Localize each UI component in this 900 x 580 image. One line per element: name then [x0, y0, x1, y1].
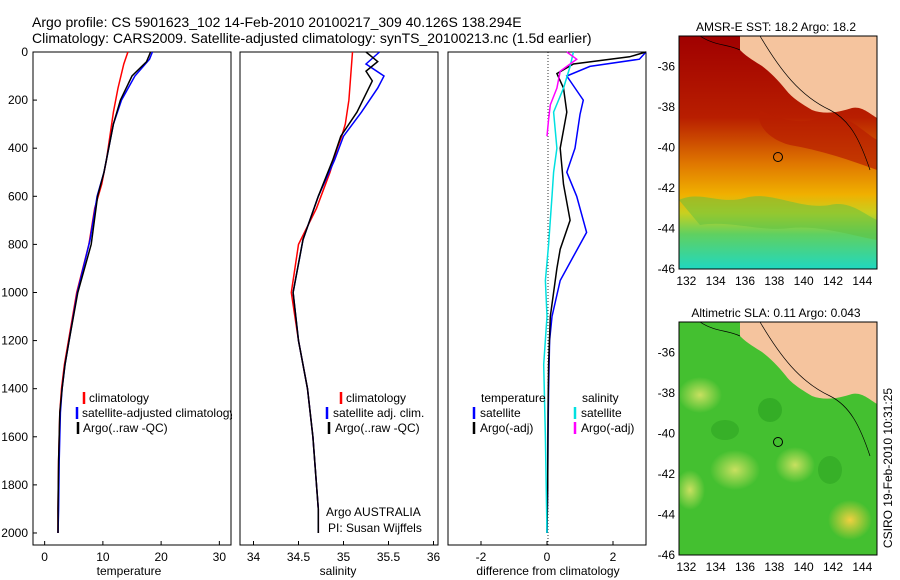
- map-y-tick-label-0-1: -38: [658, 100, 676, 114]
- map-y-tick-label-0-2: -40: [658, 140, 676, 154]
- diff-legend-sal-satellite: satellite: [581, 406, 622, 420]
- sst-map-title: AMSR-E SST: 18.2 Argo: 18.2: [696, 20, 856, 34]
- series-line-0-2: [57, 51, 152, 533]
- footer-timestamp: CSIRO 19-Feb-2010 10:31:25: [881, 388, 895, 548]
- map-x-tick-label-0-0: 132: [676, 274, 696, 288]
- sst-map: [679, 36, 877, 269]
- y-tick-label-0: 0: [21, 45, 28, 59]
- difference-legend: temperature satellite Argo(-adj) salinit…: [472, 391, 634, 435]
- map-x-tick-label-1-5: 142: [823, 560, 843, 574]
- x-tick-label-2-0: -2: [476, 550, 487, 564]
- map-x-tick-label-0-6: 144: [852, 274, 872, 288]
- temperature-legend: climatology satellite-adjusted climatolo…: [75, 391, 235, 435]
- map-x-tick-label-0-5: 142: [823, 274, 843, 288]
- map-x-tick-label-1-1: 134: [706, 560, 726, 574]
- salinity-series: [290, 51, 385, 533]
- temperature-plot-frame: [32, 51, 232, 546]
- sal-legend-satellite: satellite adj. clim.: [333, 406, 424, 420]
- header-line-1: Argo profile: CS 5901623_102 14-Feb-2010…: [32, 14, 522, 30]
- series-line-0-1: [57, 51, 154, 534]
- map-x-tick-label-1-0: 132: [676, 560, 696, 574]
- diff-legend-sal-argo: Argo(-adj): [581, 421, 634, 435]
- legend-climatology: climatology: [89, 391, 149, 405]
- map-y-tick-label-1-2: -40: [658, 426, 676, 440]
- x-tick-label-1-3: 35.5: [377, 550, 401, 564]
- y-tick-label-8: 1600: [1, 430, 28, 444]
- map-y-tick-label-1-3: -42: [658, 467, 676, 481]
- header-line-2: Climatology: CARS2009. Satellite-adjuste…: [32, 30, 592, 46]
- map-x-tick-label-1-3: 138: [764, 560, 784, 574]
- salinity-plot-frame: [239, 51, 439, 546]
- x-tick-label-1-4: 36: [427, 550, 441, 564]
- y-tick-label-4: 800: [8, 237, 28, 251]
- y-tick-label-3: 600: [8, 189, 28, 203]
- sst-argo-marker: [773, 152, 783, 162]
- map-x-tick-label-0-3: 138: [764, 274, 784, 288]
- salinity-legend: climatology satellite adj. clim. Argo(..…: [325, 391, 424, 435]
- sla-map: [679, 322, 877, 555]
- map-y-tick-label-1-1: -38: [658, 386, 676, 400]
- map-y-tick-label-0-3: -42: [658, 181, 676, 195]
- y-tick-label-7: 1400: [1, 382, 28, 396]
- x-tick-label-0-3: 30: [213, 550, 227, 564]
- series-line-0-0: [57, 51, 129, 533]
- difference-plot-frame: [447, 51, 647, 546]
- temperature-axis-label: temperature: [97, 564, 162, 578]
- series-line-2-1: [546, 51, 647, 534]
- series-line-2-2: [542, 51, 575, 534]
- y-tick-label-10: 2000: [1, 526, 28, 540]
- legend-satellite-adjusted: satellite-adjusted climatology: [82, 406, 235, 420]
- sal-legend-argo: Argo(..raw -QC): [335, 421, 420, 435]
- map-y-tick-label-1-4: -44: [658, 507, 676, 521]
- map-y-tick-label-1-0: -36: [658, 345, 676, 359]
- x-tick-label-1-1: 34.5: [287, 550, 311, 564]
- argo-annotation-line-2: PI: Susan Wijffels: [328, 521, 422, 535]
- y-tick-label-9: 1800: [1, 478, 28, 492]
- x-tick-label-0-2: 20: [154, 550, 168, 564]
- diff-legend-temp-argo: Argo(-adj): [480, 421, 533, 435]
- legend-argo: Argo(..raw -QC): [83, 421, 168, 435]
- map-x-tick-label-0-2: 136: [735, 274, 755, 288]
- series-line-1-0: [290, 51, 354, 533]
- map-x-tick-label-1-4: 140: [794, 560, 814, 574]
- axes: 0 10 20 30020040060080010001200140016001800…: [1, 45, 872, 574]
- x-tick-label-0-1: 10: [96, 550, 110, 564]
- x-tick-label-2-2: 2: [610, 550, 617, 564]
- y-tick-label-2: 400: [8, 141, 28, 155]
- map-y-tick-label-0-5: -46: [658, 262, 676, 276]
- sla-argo-marker: [773, 437, 783, 447]
- map-y-tick-label-1-5: -46: [658, 548, 676, 562]
- sal-legend-climatology: climatology: [346, 391, 406, 405]
- series-line-2-3: [546, 51, 578, 137]
- map-y-tick-label-0-0: -36: [658, 59, 676, 73]
- series-line-1-2: [292, 51, 379, 533]
- map-x-tick-label-1-2: 136: [735, 560, 755, 574]
- argo-annotation-line-1: Argo AUSTRALIA: [326, 505, 421, 519]
- temperature-series: [57, 51, 154, 534]
- y-tick-label-6: 1200: [1, 334, 28, 348]
- difference-series: [542, 51, 647, 534]
- y-tick-label-5: 1000: [1, 285, 28, 299]
- difference-axis-label: difference from climatology: [476, 564, 619, 578]
- map-x-tick-label-0-1: 134: [706, 274, 726, 288]
- map-x-tick-label-0-4: 140: [794, 274, 814, 288]
- x-tick-label-2-1: 0: [544, 550, 551, 564]
- series-line-2-0: [546, 51, 647, 534]
- diff-legend-salinity-heading: salinity: [582, 391, 619, 405]
- salinity-axis-label: salinity: [320, 564, 357, 578]
- x-tick-label-1-2: 35: [337, 550, 351, 564]
- diff-legend-temperature-heading: temperature: [481, 391, 546, 405]
- y-tick-label-1: 200: [8, 93, 28, 107]
- x-tick-label-1-0: 34: [247, 550, 261, 564]
- map-y-tick-label-0-4: -44: [658, 221, 676, 235]
- sla-map-title: Altimetric SLA: 0.11 Argo: 0.043: [691, 306, 861, 320]
- map-x-tick-label-1-6: 144: [852, 560, 872, 574]
- x-tick-label-0-0: 0: [41, 550, 48, 564]
- series-line-1-1: [292, 51, 385, 533]
- diff-legend-temp-satellite: satellite: [480, 406, 521, 420]
